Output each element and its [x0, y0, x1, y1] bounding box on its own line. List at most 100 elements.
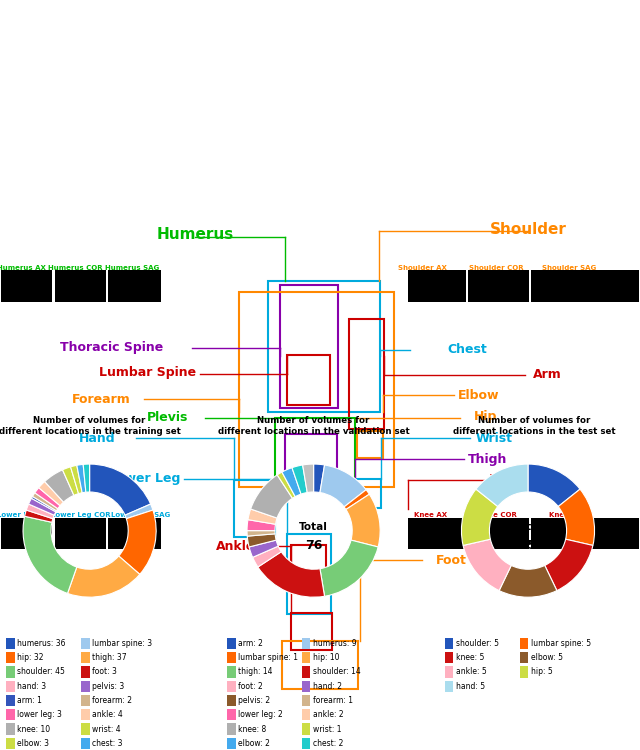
Text: Humerus AX: Humerus AX	[0, 265, 46, 271]
Text: Knee COR: Knee COR	[479, 512, 517, 518]
Wedge shape	[247, 520, 276, 531]
Text: lower leg: 2: lower leg: 2	[238, 710, 283, 719]
Bar	[531, 270, 639, 302]
Text: Knee: Knee	[489, 473, 529, 487]
Text: Shoulder: Shoulder	[490, 222, 566, 237]
Text: Number of volumes for
different locations in the training set: Number of volumes for different location…	[0, 416, 180, 436]
Text: 195: 195	[77, 538, 102, 552]
Wedge shape	[125, 504, 153, 519]
Text: Shoulder SAG: Shoulder SAG	[543, 265, 596, 271]
Text: chest: 2: chest: 2	[313, 739, 343, 748]
Bar	[408, 270, 466, 302]
Wedge shape	[77, 464, 86, 493]
Wedge shape	[83, 464, 90, 492]
Wedge shape	[292, 465, 307, 494]
Text: Number of volumes for
different locations in the test set: Number of volumes for different location…	[453, 416, 616, 436]
Wedge shape	[33, 493, 58, 511]
Wedge shape	[31, 496, 56, 512]
Wedge shape	[251, 475, 292, 518]
Text: Shoulder COR: Shoulder COR	[468, 265, 524, 271]
Text: Ankle: Ankle	[216, 540, 255, 553]
Wedge shape	[463, 539, 511, 590]
Text: Thoracic Spine: Thoracic Spine	[60, 341, 164, 354]
Text: hip: 5: hip: 5	[531, 668, 552, 676]
Bar	[108, 518, 161, 549]
Wedge shape	[346, 494, 380, 547]
Wedge shape	[247, 531, 275, 536]
Bar	[531, 518, 639, 549]
Bar	[55, 270, 106, 302]
Text: Lumbar Spine: Lumbar Spine	[99, 366, 196, 380]
Text: Forearm: Forearm	[72, 392, 131, 406]
Wedge shape	[45, 470, 74, 502]
Text: ankle: 2: ankle: 2	[313, 710, 344, 719]
Text: shoulder: 45: shoulder: 45	[17, 668, 65, 676]
Wedge shape	[320, 540, 378, 596]
Text: lumbar spine: 3: lumbar spine: 3	[92, 639, 152, 648]
Text: hip: 32: hip: 32	[17, 653, 44, 662]
Wedge shape	[282, 468, 301, 496]
Text: foot: 2: foot: 2	[238, 682, 263, 691]
Text: elbow: 5: elbow: 5	[531, 653, 563, 662]
Text: Total: Total	[299, 522, 328, 532]
Text: Hand: Hand	[79, 431, 116, 445]
Wedge shape	[24, 510, 53, 522]
Bar	[108, 270, 161, 302]
Text: shoulder: 5: shoulder: 5	[456, 639, 499, 648]
Text: Total: Total	[513, 522, 543, 532]
Wedge shape	[70, 465, 82, 494]
Text: knee: 5: knee: 5	[456, 653, 484, 662]
Text: forearm: 2: forearm: 2	[92, 696, 132, 705]
Text: elbow: 3: elbow: 3	[17, 739, 49, 748]
Text: lumbar spine: 5: lumbar spine: 5	[531, 639, 591, 648]
Wedge shape	[90, 464, 150, 515]
Text: 76: 76	[305, 538, 323, 552]
Wedge shape	[499, 566, 557, 597]
Text: Humerus SAG: Humerus SAG	[105, 265, 159, 271]
Text: Plevis: Plevis	[147, 411, 188, 424]
Text: wrist: 1: wrist: 1	[313, 724, 342, 734]
Text: wrist: 4: wrist: 4	[92, 724, 121, 734]
Text: thigh: 14: thigh: 14	[238, 668, 273, 676]
Text: knee: 8: knee: 8	[238, 724, 266, 734]
Text: arm: 1: arm: 1	[17, 696, 42, 705]
Text: pelvis: 2: pelvis: 2	[238, 696, 270, 705]
Text: Wrist: Wrist	[476, 431, 513, 445]
Wedge shape	[35, 488, 60, 508]
Wedge shape	[344, 490, 369, 509]
Text: elbow: 2: elbow: 2	[238, 739, 270, 748]
Text: 35: 35	[519, 538, 537, 552]
Wedge shape	[314, 464, 324, 493]
Bar	[468, 518, 529, 549]
Text: Arm: Arm	[533, 368, 561, 381]
Bar	[1, 518, 52, 549]
Wedge shape	[249, 540, 278, 557]
Text: hand: 5: hand: 5	[456, 682, 485, 691]
Bar	[55, 518, 106, 549]
Wedge shape	[39, 482, 63, 506]
Text: Lower Leg COR: Lower Leg COR	[51, 512, 111, 518]
Text: Hip: Hip	[474, 410, 497, 423]
Wedge shape	[29, 498, 56, 515]
Text: Lower Leg: Lower Leg	[108, 472, 180, 485]
Text: Knee AX: Knee AX	[413, 512, 447, 518]
Wedge shape	[476, 464, 528, 506]
Wedge shape	[247, 534, 276, 547]
Text: Thigh: Thigh	[468, 453, 508, 466]
Text: Humerus: Humerus	[157, 226, 234, 242]
Text: hand: 3: hand: 3	[17, 682, 47, 691]
Text: Foot: Foot	[436, 554, 467, 567]
Text: Lower Leg SAG: Lower Leg SAG	[111, 512, 170, 518]
Text: pelvis: 3: pelvis: 3	[92, 682, 124, 691]
Text: ankle: 4: ankle: 4	[92, 710, 123, 719]
Wedge shape	[320, 465, 366, 507]
Wedge shape	[545, 539, 593, 590]
Text: Total: Total	[75, 522, 104, 532]
Text: chest: 3: chest: 3	[92, 739, 123, 748]
Wedge shape	[303, 464, 314, 493]
Text: ankle: 5: ankle: 5	[456, 668, 486, 676]
Text: Chest: Chest	[447, 344, 487, 356]
Wedge shape	[67, 556, 140, 597]
Text: forearm: 1: forearm: 1	[313, 696, 353, 705]
Text: hip: 10: hip: 10	[313, 653, 339, 662]
